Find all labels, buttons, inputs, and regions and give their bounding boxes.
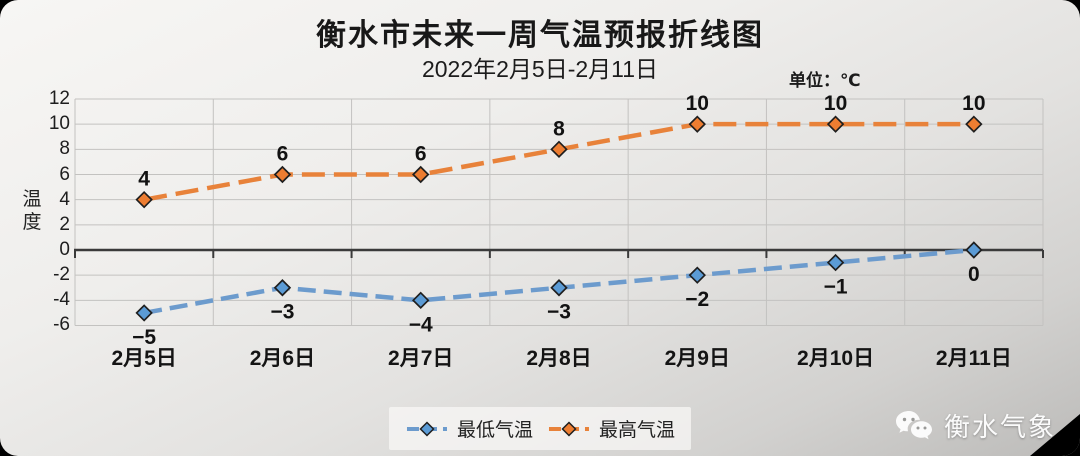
- legend-diamond: [561, 420, 577, 437]
- y-axis-title: 温度: [20, 188, 44, 234]
- data-label: 8: [553, 117, 565, 140]
- unit-label: 单位：℃: [789, 71, 861, 90]
- corner-decoration: [1030, 414, 1080, 456]
- data-label: −2: [685, 288, 709, 311]
- data-point-marker: [273, 165, 292, 184]
- data-label: 6: [277, 143, 289, 166]
- y-axis-tick-label: 4: [59, 188, 70, 210]
- data-point-marker: [412, 291, 430, 310]
- data-label: 4: [138, 168, 150, 191]
- data-point-marker: [135, 190, 153, 209]
- data-point-marker: [688, 115, 706, 133]
- data-point-marker: [826, 115, 845, 133]
- y-axis-tick-label: 0: [59, 239, 70, 260]
- data-label: −5: [132, 326, 156, 349]
- y-axis-tick-label: -6: [53, 314, 70, 336]
- y-axis-tick-label: 8: [59, 138, 70, 160]
- x-axis-tick-label: 2月7日: [388, 347, 454, 370]
- legend: 最低气温 最高气温: [388, 407, 692, 450]
- y-axis-tick-label: 6: [59, 163, 70, 185]
- legend-label-min-temp: 最低气温: [456, 420, 533, 441]
- data-point-marker: [550, 140, 568, 159]
- x-axis-tick-label: 2月10日: [797, 347, 875, 370]
- data-point-marker: [965, 115, 983, 133]
- data-label: 10: [824, 92, 847, 115]
- y-axis-tick-label: 10: [48, 113, 70, 135]
- legend-diamond: [419, 420, 435, 437]
- data-label: 6: [415, 143, 427, 166]
- data-label: 10: [962, 92, 985, 115]
- x-axis-tick-label: 2月11日: [935, 347, 1012, 370]
- chart-subtitle: 2022年2月5日-2月11日: [421, 56, 659, 82]
- x-axis-tick-label: 2月5日: [111, 347, 177, 370]
- wechat-icon: [895, 410, 932, 439]
- data-point-marker: [965, 241, 983, 259]
- data-point-marker: [550, 279, 568, 297]
- y-axis-tick-label: 12: [48, 88, 70, 109]
- data-point-marker: [135, 304, 153, 322]
- y-axis-title-char: 度: [22, 212, 42, 233]
- max-temp-line-marker-icon: [549, 420, 589, 437]
- data-label: −3: [270, 301, 294, 324]
- legend-label-max-temp: 最高气温: [599, 420, 676, 441]
- y-axis-tick-label: 2: [59, 213, 70, 235]
- data-label: −3: [547, 301, 571, 324]
- legend-item-max-temp: 最高气温: [547, 415, 675, 442]
- data-point-marker: [688, 266, 706, 284]
- x-axis-tick-label: 2月6日: [249, 347, 316, 370]
- y-axis-tick-label: -2: [53, 264, 70, 286]
- data-label: 0: [968, 263, 980, 286]
- y-axis-title-char: 温: [22, 189, 42, 210]
- data-point-marker: [826, 253, 845, 272]
- data-label: −1: [824, 276, 848, 299]
- y-axis-tick-label: -4: [53, 289, 70, 311]
- data-point-marker: [412, 165, 430, 184]
- chart-title: 衡水市未来一周气温预报折线图: [316, 19, 764, 52]
- x-axis-tick-label: 2月8日: [526, 347, 592, 370]
- legend-item-min-temp: 最低气温: [405, 415, 533, 442]
- data-point-marker: [273, 279, 292, 297]
- min-temp-line-marker-icon: [406, 420, 447, 437]
- data-label: −4: [409, 313, 433, 336]
- x-axis-tick-label: 2月9日: [664, 347, 730, 370]
- data-label: 10: [686, 92, 709, 115]
